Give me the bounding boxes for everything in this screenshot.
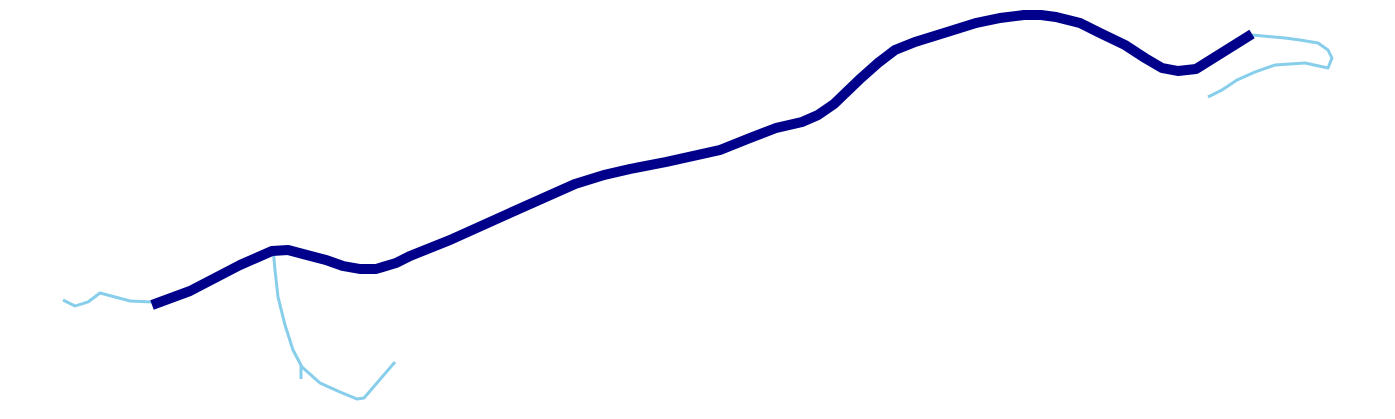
main-route: [150, 10, 1255, 310]
branch-west-end: [62, 291, 153, 308]
branch-east-loop: [1207, 33, 1334, 99]
